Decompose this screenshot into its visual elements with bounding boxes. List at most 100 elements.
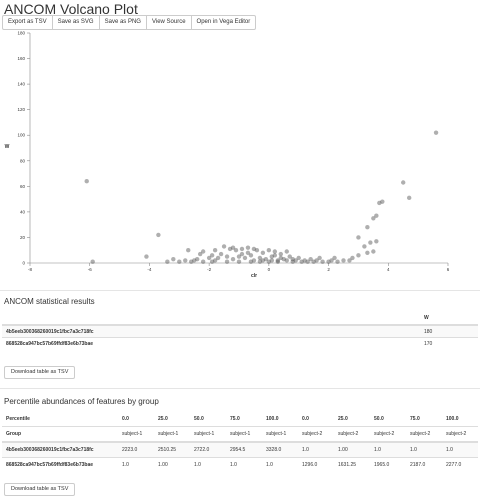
- data-point: [218, 251, 224, 257]
- data-point: [200, 249, 206, 254]
- data-point: [269, 254, 275, 259]
- data-point: [368, 240, 373, 245]
- x-tick-label: 4: [387, 267, 390, 272]
- data-point: [287, 254, 292, 259]
- data-point: [195, 256, 200, 262]
- y-axis: 0 20 40 60 80 100 120 140 160 180: [17, 31, 31, 266]
- percentile-header-cell: 100.0: [446, 416, 459, 422]
- download-percentile-tsv-button[interactable]: Download table as TSV: [4, 483, 76, 496]
- group-header-cell: subject-1: [262, 426, 298, 442]
- y-tick-label: 80: [20, 158, 26, 163]
- percentile-header-cell: 50.0: [374, 416, 384, 422]
- y-tick-label: 20: [20, 235, 26, 240]
- x-tick-label: 6: [447, 267, 450, 272]
- y-axis-label: W: [5, 144, 10, 150]
- data-point: [356, 253, 361, 258]
- feature-id-cell: 868528ca947bc57b69ffdf83e6b73bae: [2, 337, 420, 349]
- group-header-cell: subject-2: [370, 426, 406, 442]
- data-point: [144, 254, 149, 259]
- data-point: [212, 258, 218, 263]
- data-points: [84, 130, 439, 264]
- data-point: [263, 256, 269, 262]
- data-point: [245, 245, 251, 250]
- divider: [0, 290, 480, 291]
- data-point: [380, 199, 385, 204]
- save-svg-button[interactable]: Save as SVG: [51, 15, 100, 30]
- data-point: [239, 251, 245, 257]
- feature-id-cell: 4b5eeb300368260019c1fbc7a3c718fc: [2, 441, 118, 458]
- data-point: [365, 250, 370, 255]
- data-point: [254, 248, 260, 253]
- data-point: [90, 259, 95, 264]
- group-header-cell: subject-2: [442, 426, 478, 442]
- x-tick-label: 2: [327, 267, 330, 272]
- download-results-tsv-button[interactable]: Download table as TSV: [4, 366, 76, 379]
- percentile-title: Percentile abundances of features by gro…: [4, 397, 159, 406]
- data-point: [275, 258, 281, 263]
- percentile-header-row: Percentile 0.0 25.0 50.0 75.0 100.0 0.0 25.0 50.…: [2, 412, 478, 427]
- data-point: [406, 195, 412, 201]
- group-header-cell: subject-1: [154, 426, 190, 442]
- percentile-header-cell: 75.0: [230, 416, 240, 422]
- abundance-cell: 1.0: [406, 441, 442, 458]
- results-header-row: W: [2, 311, 478, 325]
- abundance-cell: 1965.0: [370, 457, 406, 472]
- save-png-button[interactable]: Save as PNG: [98, 15, 147, 30]
- data-point: [165, 259, 170, 264]
- abundance-cell: 1.0: [370, 441, 406, 458]
- data-point: [242, 255, 248, 261]
- data-point: [215, 255, 221, 261]
- data-point: [230, 245, 236, 250]
- data-point: [248, 253, 254, 258]
- data-point: [362, 244, 367, 249]
- data-point: [269, 258, 275, 263]
- group-header-cell: subject-1: [226, 426, 262, 442]
- data-point: [260, 258, 266, 263]
- group-header-cell: subject-1: [118, 426, 154, 442]
- percentile-header-cell: 25.0: [158, 416, 168, 422]
- data-point: [171, 256, 176, 262]
- group-header-cell: subject-2: [298, 426, 334, 442]
- percentile-header-cell: 0.0: [302, 416, 309, 422]
- export-tsv-button[interactable]: Export as TSV: [2, 15, 53, 30]
- percentile-header-cell: 75.0: [410, 416, 420, 422]
- data-point: [224, 254, 230, 259]
- group-header-cell: subject-1: [190, 426, 226, 442]
- abundance-cell: 1.0: [442, 441, 478, 458]
- data-point: [341, 258, 346, 263]
- abundance-cell: 1.0: [118, 457, 154, 472]
- abundance-cell: 3328.0: [262, 441, 298, 458]
- x-tick-label: -6: [88, 267, 92, 272]
- group-header-row: Group subject-1 subject-1 subject-1 subject-…: [2, 426, 478, 442]
- data-point: [356, 235, 361, 240]
- group-header-cell: subject-2: [334, 426, 370, 442]
- data-point: [290, 259, 295, 264]
- y-tick-label: 40: [20, 209, 26, 214]
- data-point: [374, 239, 379, 244]
- data-point: [350, 255, 355, 261]
- y-tick-label: 120: [17, 107, 25, 112]
- data-point: [224, 259, 230, 264]
- w-value-cell: 180: [420, 324, 478, 338]
- data-point: [305, 259, 310, 264]
- data-point: [332, 255, 337, 261]
- data-point: [347, 258, 352, 263]
- y-tick-label: 160: [17, 56, 25, 61]
- data-point: [275, 259, 281, 264]
- data-point: [266, 248, 272, 253]
- data-point: [278, 255, 283, 261]
- open-vega-editor-button[interactable]: Open in Vega Editor: [190, 15, 257, 30]
- data-point: [233, 248, 239, 253]
- data-point: [177, 259, 182, 264]
- data-point: [272, 253, 278, 258]
- data-point: [221, 244, 227, 249]
- data-point: [329, 258, 334, 263]
- group-header-cell: subject-2: [406, 426, 442, 442]
- percentile-header-cell: 0.0: [122, 416, 129, 422]
- data-point: [371, 216, 376, 221]
- data-point: [320, 259, 325, 264]
- percentile-header-cell: 100.0: [266, 416, 279, 422]
- data-point: [296, 255, 301, 261]
- table-row: 868528ca947bc57b69ffdf83e6b73bae 1.0 1.00 1…: [2, 457, 478, 472]
